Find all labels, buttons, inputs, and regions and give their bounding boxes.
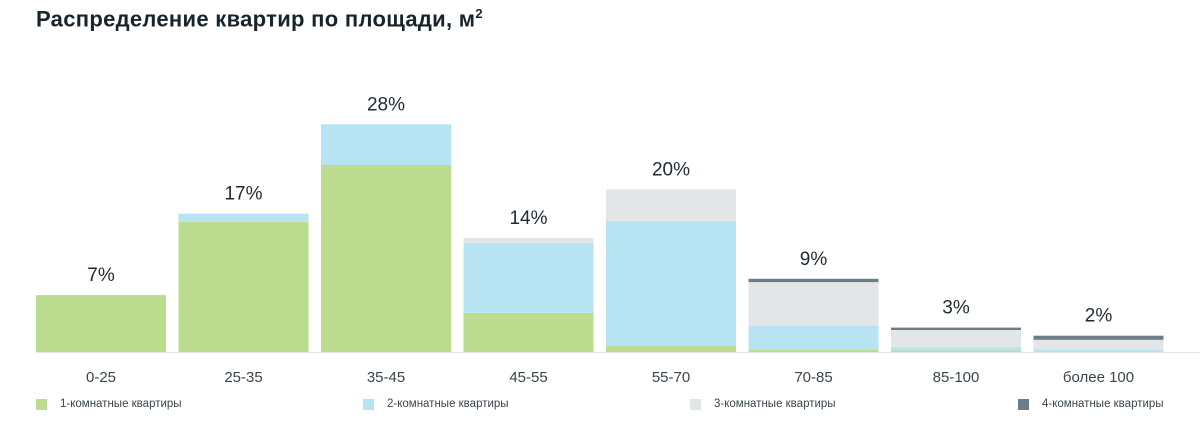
bar-1room-25-35 bbox=[178, 221, 309, 352]
legend-label-3room: 3-комнатные квартиры bbox=[714, 398, 836, 410]
total-label-70-85: 9% bbox=[800, 249, 828, 270]
bar-2room-70-85 bbox=[748, 326, 879, 350]
legend-item-4room[interactable]: 4-комнатные квартиры bbox=[1018, 398, 1164, 410]
chart-legend: 1-комнатные квартиры 2-комнатные квартир… bbox=[0, 398, 1200, 418]
legend-swatch-1room bbox=[36, 398, 47, 410]
bar-2room-35-45 bbox=[321, 124, 451, 165]
bar-1room-35-45 bbox=[321, 164, 451, 352]
total-label-25-35: 17% bbox=[224, 184, 262, 205]
bar-1room-70-85 bbox=[748, 349, 879, 352]
category-label-85-100: 85-100 bbox=[933, 369, 980, 386]
bar-2room-более 100 bbox=[1033, 349, 1164, 352]
category-label-25-35: 25-35 bbox=[224, 369, 262, 386]
total-label-35-45: 28% bbox=[367, 94, 405, 115]
legend-swatch-3room bbox=[690, 398, 701, 410]
bar-2room-55-70 bbox=[606, 221, 736, 346]
legend-label-4room: 4-комнатные квартиры bbox=[1042, 398, 1164, 410]
bar-3room-85-100 bbox=[891, 330, 1021, 348]
legend-label-1room: 1-комнатные квартиры bbox=[60, 398, 182, 410]
bar-3room-55-70 bbox=[606, 189, 736, 221]
legend-label-2room: 2-комнатные квартиры bbox=[387, 398, 509, 410]
bar-4room-70-85 bbox=[748, 278, 879, 283]
chart-title-text: Распределение квартир по площади, м bbox=[36, 6, 476, 32]
bar-2room-85-100 bbox=[891, 347, 1021, 351]
stacked-bar-chart: 7% 0-25 17% 25-35 28% 35-45 14% 45-55 20% 55-70 9%… bbox=[36, 94, 1200, 386]
total-label-45-55: 14% bbox=[509, 208, 547, 229]
title-superscript: 2 bbox=[475, 6, 483, 21]
bar-3room-45-55 bbox=[463, 238, 594, 243]
category-label-55-70: 55-70 bbox=[652, 369, 690, 386]
total-label-0-25: 7% bbox=[87, 265, 115, 286]
total-label-более 100: 2% bbox=[1085, 306, 1113, 327]
bar-1room-45-55 bbox=[463, 313, 594, 352]
bar-4room-более 100 bbox=[1033, 335, 1164, 340]
legend-swatch-2room bbox=[363, 398, 374, 410]
bar-1room-55-70 bbox=[606, 345, 736, 352]
category-label-35-45: 35-45 bbox=[367, 369, 405, 386]
bar-3room-более 100 bbox=[1033, 339, 1164, 350]
category-label-0-25: 0-25 bbox=[86, 369, 116, 386]
bar-1room-85-100 bbox=[891, 350, 1021, 352]
category-label-70-85: 70-85 bbox=[794, 369, 832, 386]
total-label-85-100: 3% bbox=[942, 298, 970, 319]
category-label-45-55: 45-55 bbox=[509, 369, 547, 386]
legend-swatch-4room bbox=[1018, 398, 1029, 410]
bar-2room-45-55 bbox=[463, 243, 594, 313]
legend-item-2room[interactable]: 2-комнатные квартиры bbox=[363, 398, 509, 410]
bar-1room-0-25 bbox=[36, 295, 166, 352]
total-label-55-70: 20% bbox=[652, 159, 690, 180]
bar-4room-85-100 bbox=[891, 327, 1021, 330]
legend-item-3room[interactable]: 3-комнатные квартиры bbox=[690, 398, 836, 410]
category-label-более 100: более 100 bbox=[1063, 369, 1134, 386]
legend-item-1room[interactable]: 1-комнатные квартиры bbox=[36, 398, 182, 410]
bar-3room-70-85 bbox=[748, 282, 879, 326]
bar-2room-25-35 bbox=[178, 213, 309, 222]
chart-title: Распределение квартир по площади, м2 bbox=[36, 6, 483, 32]
